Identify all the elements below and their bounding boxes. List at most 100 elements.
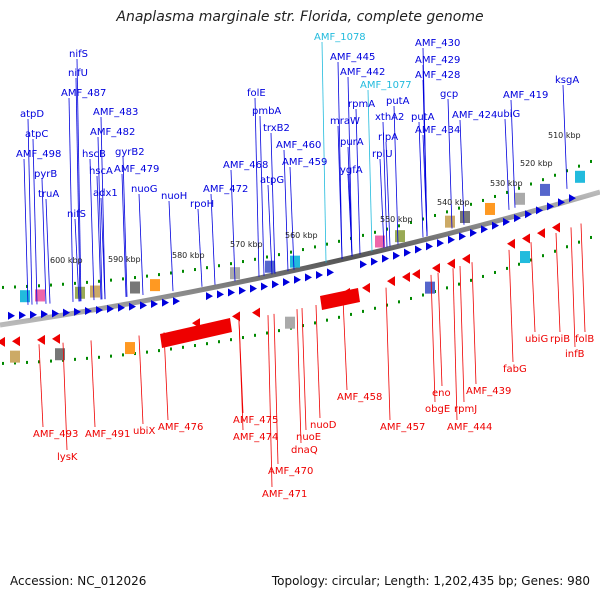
forward-gene-label: AMF_468 [223, 160, 268, 171]
forward-leader-line [100, 197, 106, 300]
forward-gene-label: adx1 [93, 188, 118, 199]
tick-dot [194, 268, 196, 272]
tick-dot [170, 271, 172, 275]
tick-dot [314, 245, 316, 249]
reverse-gene-arrow [252, 307, 260, 318]
tick-dot [338, 315, 340, 319]
tick-dot [122, 277, 124, 281]
feature-box [575, 170, 585, 183]
tick-dot [74, 281, 76, 285]
forward-gene-label: AMF_472 [203, 184, 248, 195]
reverse-gene-label: AMF_476 [158, 422, 203, 433]
kbp-label: 510 kbp [548, 131, 581, 140]
reverse-leader-line [430, 274, 436, 403]
tick-dot [26, 284, 28, 288]
forward-gene-arrow [63, 308, 70, 317]
kbp-label: 580 kbp [172, 251, 205, 260]
forward-gene-label: nifS [69, 49, 88, 60]
forward-gene-arrow [41, 310, 48, 319]
forward-leader-line [138, 193, 144, 296]
tick-dot [254, 333, 256, 337]
reverse-gene-label: AMF_493 [33, 429, 78, 440]
forward-leader-line [32, 138, 38, 305]
forward-gene-label: AMF_445 [330, 52, 375, 63]
reverse-leader-line [38, 344, 44, 428]
tick-dot [506, 190, 508, 194]
reverse-leader-line [437, 272, 443, 387]
tick-dot [422, 217, 424, 221]
forward-leader-line [254, 97, 260, 277]
feature-box [445, 215, 455, 228]
reverse-leader-line [459, 265, 465, 403]
forward-gene-arrow [305, 273, 312, 282]
forward-gene-label: AMF_1077 [360, 80, 412, 91]
tick-dot [266, 255, 268, 259]
forward-gene-arrow [514, 214, 521, 223]
feature-box [130, 281, 140, 294]
kbp-label: 520 kbp [520, 159, 553, 168]
forward-gene-arrow [492, 221, 499, 230]
reverse-gene-block [320, 288, 360, 310]
forward-gene-arrow [525, 210, 532, 219]
forward-gene-arrow [52, 309, 59, 318]
forward-gene-arrow [239, 286, 246, 295]
tick-dot [566, 245, 568, 249]
forward-gene-label: ksgA [555, 75, 579, 86]
reverse-gene-label: lysK [57, 452, 78, 463]
feature-box [540, 183, 550, 196]
tick-dot [422, 293, 424, 297]
reverse-gene-label: AMF_470 [268, 466, 313, 477]
reverse-gene-arrow [52, 333, 60, 344]
forward-leader-line [76, 58, 82, 302]
tick-dot [26, 360, 28, 364]
reverse-leader-line [90, 340, 96, 428]
reverse-gene-arrow [412, 269, 420, 280]
reverse-leader-line [508, 249, 514, 363]
reverse-gene-label: AMF_457 [380, 422, 425, 433]
tick-dot [518, 262, 520, 266]
tick-dot [290, 250, 292, 254]
forward-gene-label: gyrB2 [115, 147, 145, 158]
tick-dot [110, 354, 112, 358]
tick-dot [482, 198, 484, 202]
tick-dot [302, 248, 304, 252]
forward-leader-line [45, 198, 51, 304]
forward-gene-arrow [250, 284, 257, 293]
reverse-leader-line [273, 313, 279, 465]
tick-dot [494, 194, 496, 198]
forward-gene-arrow [206, 292, 213, 301]
tick-dot [494, 270, 496, 274]
reverse-gene-arrow [232, 311, 240, 322]
reverse-leader-line [385, 287, 391, 421]
forward-gene-arrow [151, 299, 158, 308]
forward-gene-label: AMF_442 [340, 67, 385, 78]
forward-leader-line [447, 98, 453, 229]
tick-dot [218, 340, 220, 344]
tick-dot [38, 360, 40, 364]
reverse-leader-line [315, 304, 321, 419]
reverse-gene-arrow [537, 228, 545, 239]
tick-dot [62, 282, 64, 286]
forward-gene-arrow [272, 280, 279, 289]
forward-gene-label: nuoG [131, 184, 158, 195]
reverse-gene-label: AMF_475 [233, 415, 278, 426]
forward-leader-line [122, 156, 128, 297]
forward-gene-label: AMF_483 [93, 107, 138, 118]
forward-gene-arrow [294, 275, 301, 284]
reverse-leader-line [163, 332, 169, 421]
tick-dot [542, 254, 544, 258]
reverse-gene-arrow [387, 276, 395, 287]
forward-gene-label: AMF_419 [503, 90, 548, 101]
tick-dot [590, 159, 592, 163]
forward-gene-label: AMF_428 [415, 70, 460, 81]
tick-dot [158, 273, 160, 277]
reverse-gene-label: rpmJ [454, 404, 477, 415]
feature-box [520, 251, 530, 264]
forward-gene-label: ubiG [497, 109, 520, 120]
kbp-label: 540 kbp [437, 198, 470, 207]
forward-gene-arrow [536, 206, 543, 215]
feature-box [290, 255, 300, 268]
forward-gene-label: rpoH [190, 199, 214, 210]
tick-dot [110, 278, 112, 282]
tick-dot [86, 356, 88, 360]
